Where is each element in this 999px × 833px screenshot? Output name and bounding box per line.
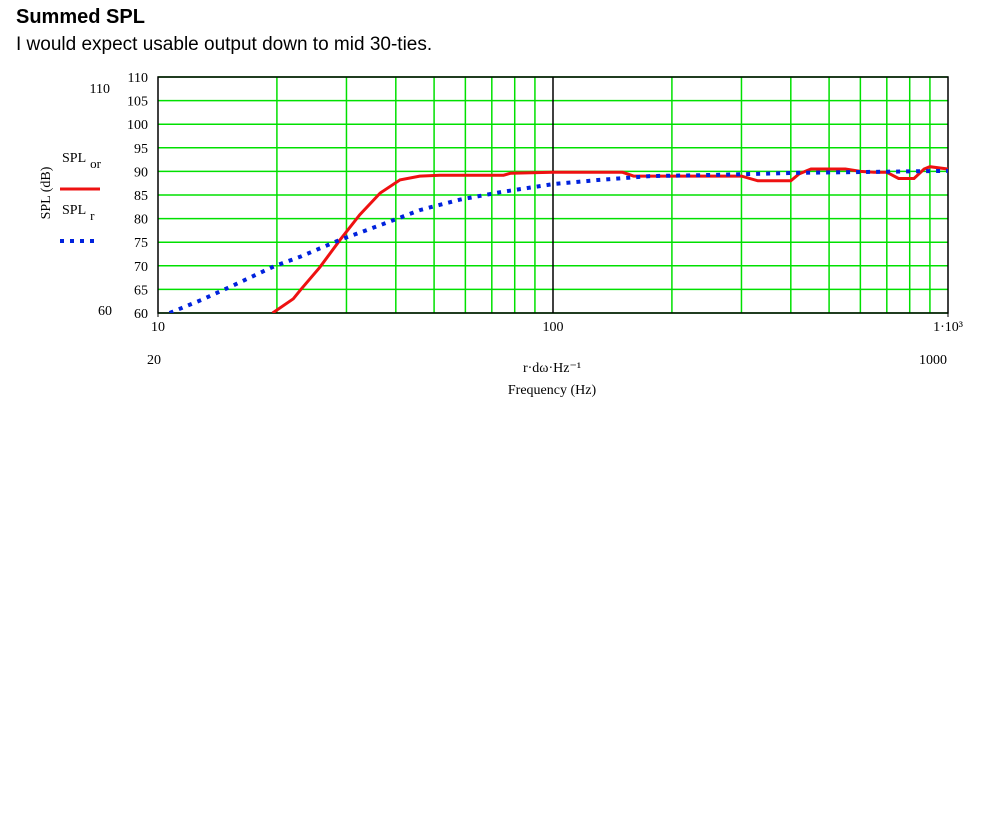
series-line <box>168 168 948 313</box>
x-axis-label: r·dω·Hz⁻¹ <box>523 361 581 376</box>
series-line <box>271 165 948 313</box>
plot-frame <box>157 76 949 314</box>
legend-subscript: or <box>90 156 102 171</box>
y-tick-label: 95 <box>134 142 148 157</box>
page-title: Summed SPL <box>16 6 145 28</box>
page-subtitle: I would expect usable output down to mid… <box>16 34 432 55</box>
y-tick-label: 80 <box>134 213 148 228</box>
y-tick-label: 100 <box>127 118 148 133</box>
x-axis-caption: Frequency (Hz) <box>508 383 597 398</box>
legend-label: SPL or <box>62 151 102 171</box>
legend-name: SPL <box>62 151 86 166</box>
y-tick-label: 70 <box>134 260 148 275</box>
y-limit-label: 60 <box>98 304 112 319</box>
y-tick-label: 65 <box>134 283 148 298</box>
x-tick-label: 10 <box>151 320 165 335</box>
x-tick-label: 1·10³ <box>933 320 963 335</box>
y-axis-label: SPL (dB) <box>39 166 54 219</box>
y-tick-label: 75 <box>134 236 148 251</box>
x-limit-label: 20 <box>147 353 161 368</box>
legend-name: SPL <box>62 203 86 218</box>
x-tick-label: 100 <box>543 320 564 335</box>
y-tick-label: 90 <box>134 165 148 180</box>
legend-label: SPL r <box>62 203 95 223</box>
legend-subscript: r <box>90 208 95 223</box>
x-limit-label: 1000 <box>919 353 947 368</box>
y-tick-label: 60 <box>134 307 148 322</box>
y-limit-label: 110 <box>90 82 110 97</box>
y-tick-label: 85 <box>134 189 148 204</box>
y-tick-label: 110 <box>128 71 148 86</box>
y-tick-label: 105 <box>127 95 148 110</box>
